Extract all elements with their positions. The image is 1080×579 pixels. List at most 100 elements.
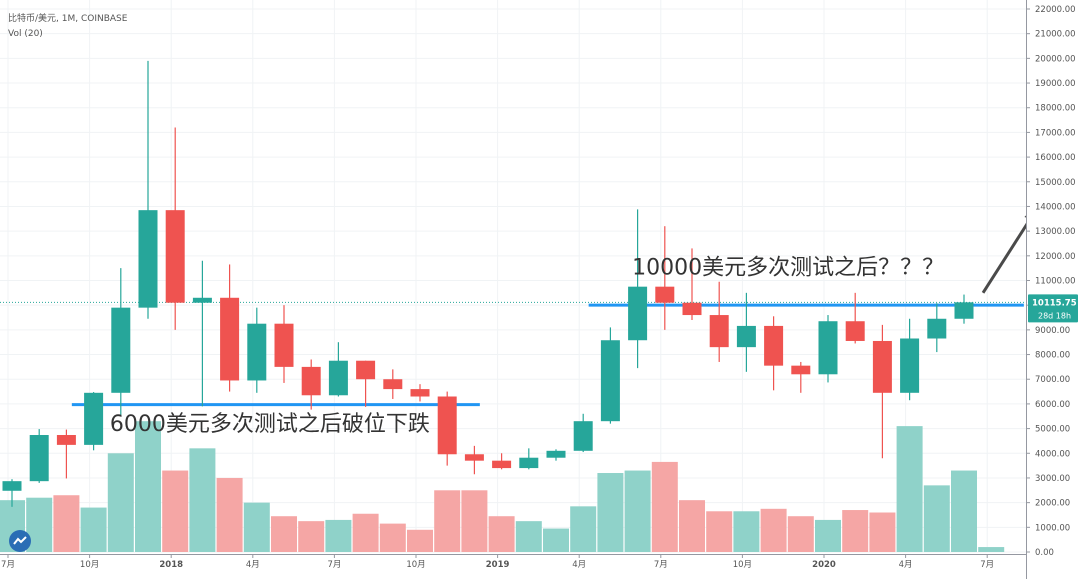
volume-bar <box>597 473 624 552</box>
volume-bar <box>434 490 461 552</box>
candle-body[interactable] <box>165 210 185 303</box>
candle-body[interactable] <box>573 421 593 451</box>
candle-body[interactable] <box>845 321 865 341</box>
volume-bar <box>570 506 597 552</box>
y-tick-label: 11000.00 <box>1035 277 1076 287</box>
volume-bar <box>733 511 760 552</box>
candle-body[interactable] <box>764 325 784 366</box>
volume-bar <box>243 502 270 552</box>
candle-body[interactable] <box>356 360 376 380</box>
candle-body[interactable] <box>410 389 430 397</box>
candle-body[interactable] <box>900 338 920 393</box>
candle-body[interactable] <box>274 323 294 367</box>
candle-body[interactable] <box>709 315 729 348</box>
y-tick-label: 20000.00 <box>1035 54 1076 64</box>
x-tick-label: 10月 <box>733 560 752 570</box>
candle-body[interactable] <box>954 302 974 319</box>
y-tick-label: 18000.00 <box>1035 104 1076 114</box>
price-axis: 0.00 1000.00 2000.00 3000.00 4000.00 5000.00 6… <box>1026 0 1080 579</box>
x-tick-label: 4月 <box>246 560 260 570</box>
y-tick-label: 16000.00 <box>1035 153 1076 163</box>
candle-body[interactable] <box>628 286 648 341</box>
candle-body[interactable] <box>2 481 22 491</box>
volume-bar <box>815 519 841 552</box>
price-badge[interactable] <box>1028 294 1078 323</box>
y-tick-label: 4000.00 <box>1035 449 1070 459</box>
candle-body[interactable] <box>29 435 49 482</box>
candle-body[interactable] <box>84 392 104 445</box>
volume-bar <box>189 448 216 552</box>
x-tick-label: 4月 <box>572 560 586 570</box>
candle-body[interactable] <box>301 366 321 396</box>
legend-volume: Vol (20) <box>8 29 43 39</box>
y-tick-label: 2000.00 <box>1035 499 1070 509</box>
candle-body[interactable] <box>872 340 892 393</box>
y-tick-label: 22000.00 <box>1035 5 1076 15</box>
candle-body[interactable] <box>600 340 620 422</box>
candles <box>2 60 974 507</box>
candle-body[interactable] <box>655 286 675 303</box>
volume-bar <box>923 485 950 552</box>
volume-bar <box>760 508 787 552</box>
x-tick-label: 2018 <box>159 560 183 570</box>
arrow-shaft <box>981 213 1035 294</box>
y-tick-label: 14000.00 <box>1035 202 1076 212</box>
axis-background <box>1026 0 1080 579</box>
legend-symbol: 比特币/美元, 1M, COINBASE <box>8 14 128 24</box>
y-tick-label: 21000.00 <box>1035 30 1076 40</box>
volume-bar <box>706 511 733 552</box>
y-tick-label: 1000.00 <box>1035 523 1070 533</box>
volume-bar <box>461 490 488 552</box>
y-tick-label: 5000.00 <box>1035 425 1070 435</box>
time-axis-background <box>0 554 1026 579</box>
volume-bar <box>515 521 542 552</box>
candle-body[interactable] <box>437 396 457 455</box>
candle-body[interactable] <box>192 297 212 303</box>
volume-bar <box>407 529 433 552</box>
candle-body[interactable] <box>818 321 838 375</box>
price-badge-value: 10115.75 <box>1032 298 1077 308</box>
tradingview-logo-icon[interactable] <box>9 530 31 552</box>
candle-body[interactable] <box>682 302 702 316</box>
candle-body[interactable] <box>138 210 158 308</box>
volume-bar <box>352 513 379 552</box>
candle-body[interactable] <box>546 450 566 458</box>
candle-body[interactable] <box>736 325 756 348</box>
x-tick-label: 2019 <box>486 560 510 570</box>
volume-bar <box>842 510 869 552</box>
annotation-label: 10000美元多次测试之后？？？ <box>632 255 944 280</box>
volume-bar <box>651 461 678 552</box>
volume-bar <box>896 426 923 552</box>
candle-body[interactable] <box>927 318 947 339</box>
volume-bar <box>624 470 651 552</box>
x-tick-label: 4月 <box>899 560 913 570</box>
x-tick-label: 10月 <box>80 560 99 570</box>
candle-body[interactable] <box>220 297 240 381</box>
y-tick-label: 8000.00 <box>1035 351 1070 361</box>
volume-bar <box>80 507 107 552</box>
candle-body[interactable] <box>56 435 76 445</box>
volume-bar <box>107 453 134 552</box>
candle-body[interactable] <box>791 365 811 375</box>
y-tick-label: 0.00 <box>1035 548 1054 558</box>
support-lines <box>0 301 1026 407</box>
candle-body[interactable] <box>519 457 539 469</box>
y-tick-label: 6000.00 <box>1035 400 1070 410</box>
x-tick-label: 7月 <box>327 560 341 570</box>
volume-bar <box>53 495 80 552</box>
volume-bar <box>271 516 297 552</box>
candle-body[interactable] <box>111 307 131 393</box>
candle-body[interactable] <box>464 454 484 461</box>
candle-body[interactable] <box>492 460 512 469</box>
volume-bar <box>135 421 161 552</box>
candle-body[interactable] <box>383 379 403 390</box>
volume-bar <box>978 547 1005 552</box>
y-tick-label: 3000.00 <box>1035 474 1070 484</box>
candle-body[interactable] <box>328 360 348 396</box>
annotations: 6000美元多次测试之后破位下跌 10000美元多次测试之后？？？ <box>110 203 1040 437</box>
annotation-label: 6000美元多次测试之后破位下跌 <box>110 412 430 437</box>
candle-body[interactable] <box>247 323 267 381</box>
volume-bar <box>216 477 243 552</box>
volume-bar <box>298 521 325 552</box>
